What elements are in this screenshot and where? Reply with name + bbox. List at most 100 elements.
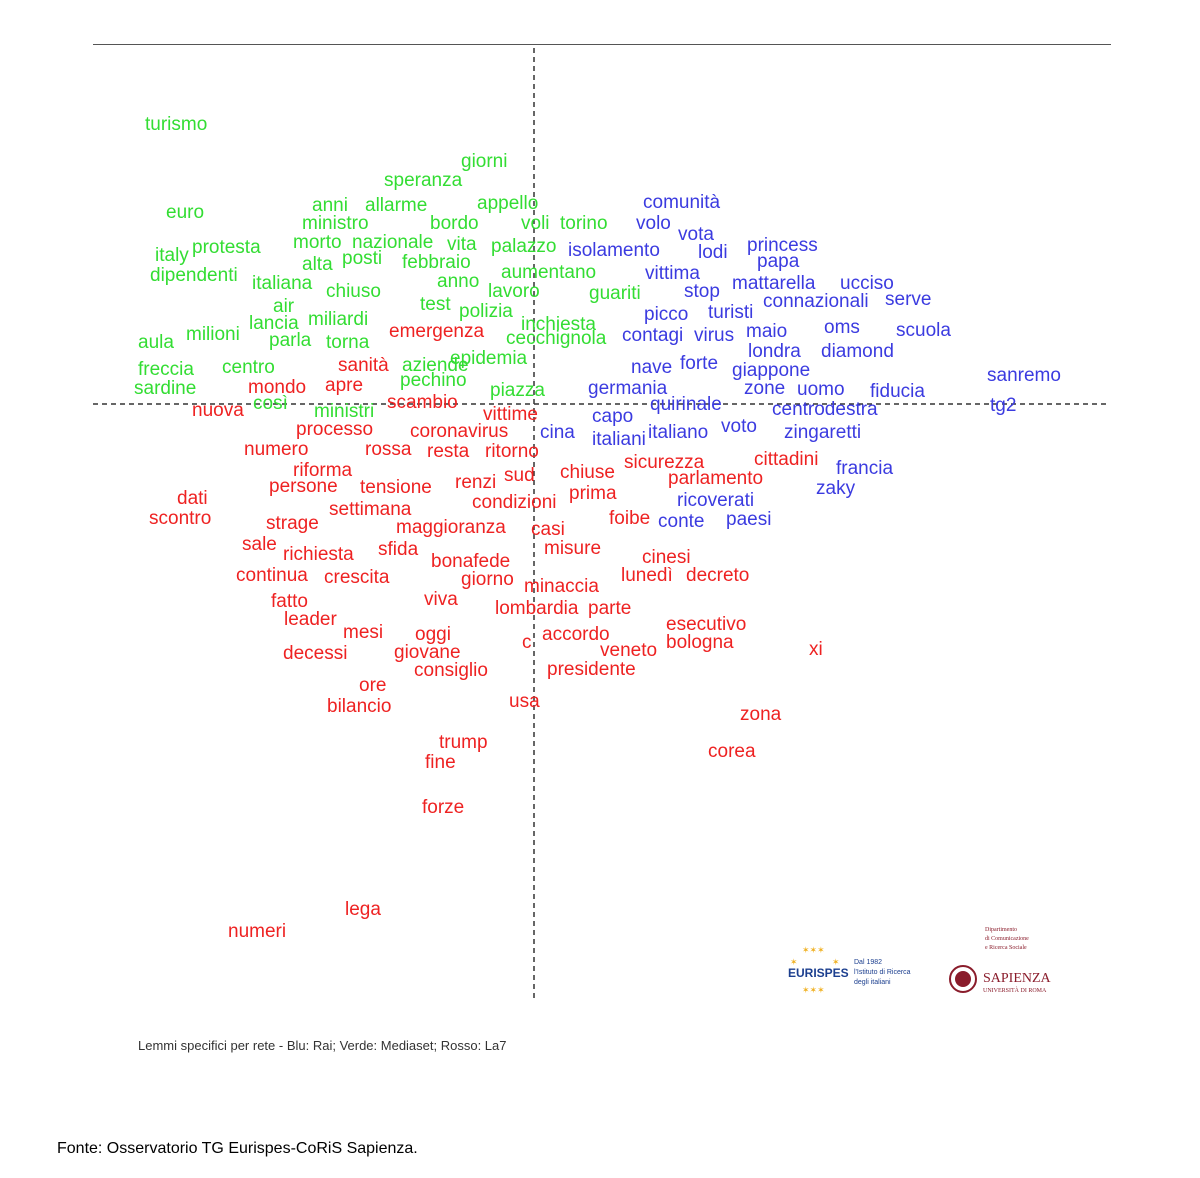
word-label: forze <box>422 797 464 818</box>
word-label: nazionale <box>352 232 433 253</box>
word-label: pechino <box>400 370 467 391</box>
word-label: scontro <box>149 508 211 529</box>
word-label: lega <box>345 899 381 920</box>
word-label: resta <box>427 441 470 462</box>
word-label: corea <box>708 741 756 762</box>
word-label: lancia <box>249 313 299 334</box>
word-label: condizioni <box>472 492 557 513</box>
word-label: nave <box>631 357 672 378</box>
word-label: stop <box>684 281 720 302</box>
word-label: freccia <box>138 359 194 380</box>
word-label: apre <box>325 375 363 396</box>
word-label: italiana <box>252 273 313 294</box>
word-label: bonafede <box>431 551 510 572</box>
source-note: Fonte: Osservatorio TG Eurispes-CoRiS Sa… <box>57 1140 418 1157</box>
word-label: bordo <box>430 213 479 234</box>
word-label: euro <box>166 202 204 223</box>
svg-text:✶: ✶ <box>790 958 798 968</box>
word-label: lombardia <box>495 598 579 619</box>
word-label: minaccia <box>524 576 599 597</box>
word-label: connazionali <box>763 291 869 312</box>
eurispes-line2: l'Istituto di Ricerca <box>854 969 911 976</box>
word-label: ore <box>359 675 386 696</box>
word-label: guariti <box>589 283 641 304</box>
word-label: dati <box>177 488 208 509</box>
word-label: capo <box>592 406 633 427</box>
word-label: giorni <box>461 151 507 172</box>
word-label: posti <box>342 248 382 269</box>
word-label: mattarella <box>732 273 816 294</box>
sapienza-dept1: Dipartimento <box>985 927 1017 933</box>
word-label: francia <box>836 458 893 479</box>
word-label: aumentano <box>501 262 596 283</box>
word-label: febbraio <box>402 252 471 273</box>
word-label: parlamento <box>668 468 763 489</box>
word-label: italy <box>155 245 189 266</box>
word-label: voli <box>521 213 550 234</box>
word-label: sud <box>504 465 535 486</box>
word-label: anni <box>312 195 348 216</box>
word-label: vittime <box>483 404 538 425</box>
word-label: chiuso <box>326 281 381 302</box>
word-label: parte <box>588 598 631 619</box>
chart-caption: Lemmi specifici per rete - Blu: Rai; Ver… <box>138 1038 507 1053</box>
word-label: cecchignola <box>506 328 607 349</box>
word-label: presidente <box>547 659 636 680</box>
eurispes-name: EURISPES <box>788 966 849 980</box>
word-label: morto <box>293 232 342 253</box>
word-label: renzi <box>455 472 496 493</box>
word-label: protesta <box>192 237 261 258</box>
word-label: italiano <box>648 422 708 443</box>
word-label: milioni <box>186 324 240 345</box>
word-label: aula <box>138 332 174 353</box>
word-label: sfida <box>378 539 419 560</box>
word-label: xi <box>809 639 823 660</box>
word-label: contagi <box>622 325 683 346</box>
sapienza-dept2: di Comunicazione <box>985 936 1029 942</box>
word-label: ministro <box>302 213 369 234</box>
word-label: persone <box>269 476 338 497</box>
word-label: zone <box>744 378 785 399</box>
word-label: processo <box>296 419 373 440</box>
word-label: foibe <box>609 508 650 529</box>
word-label: lunedì <box>621 565 673 586</box>
word-label: bologna <box>666 632 734 653</box>
top-rule <box>93 44 1111 45</box>
word-label: casi <box>531 519 565 540</box>
sapienza-seal-icon <box>949 965 977 993</box>
eurispes-stars-icon: ✶✶✶ ✶ ✶ ✶✶✶ <box>790 946 840 995</box>
word-label: numero <box>244 439 308 460</box>
word-label: leader <box>284 609 337 630</box>
word-label: accordo <box>542 624 610 645</box>
word-label: decessi <box>283 643 347 664</box>
word-label: trump <box>439 732 488 753</box>
word-label: alta <box>302 254 333 275</box>
sapienza-logo: Dipartimento di Comunicazione e Ricerca … <box>949 927 1052 994</box>
word-label: vota <box>678 224 714 245</box>
word-label: tensione <box>360 477 432 498</box>
word-label: emergenza <box>389 321 484 342</box>
word-label: maio <box>746 321 787 342</box>
word-label: c <box>522 632 532 653</box>
word-label: prima <box>569 483 617 504</box>
word-label: richiesta <box>283 544 354 565</box>
word-label: air <box>273 296 295 317</box>
word-label: decreto <box>686 565 749 586</box>
word-label: zingaretti <box>784 422 861 443</box>
word-label: torna <box>326 332 370 353</box>
word-label: appello <box>477 193 538 214</box>
word-label: scuola <box>896 320 951 341</box>
word-label: conte <box>658 511 704 532</box>
word-label: sanità <box>338 355 389 376</box>
word-label: aziende <box>402 355 469 376</box>
word-label: mesi <box>343 622 383 643</box>
word-label: epidemia <box>450 348 528 369</box>
word-label: crescita <box>324 567 390 588</box>
word-label: picco <box>644 304 688 325</box>
word-label: sanremo <box>987 365 1061 386</box>
word-label: riforma <box>293 460 353 481</box>
word-label: centrodestra <box>772 399 878 420</box>
word-label: misure <box>544 538 601 559</box>
word-label: giovane <box>394 642 461 663</box>
